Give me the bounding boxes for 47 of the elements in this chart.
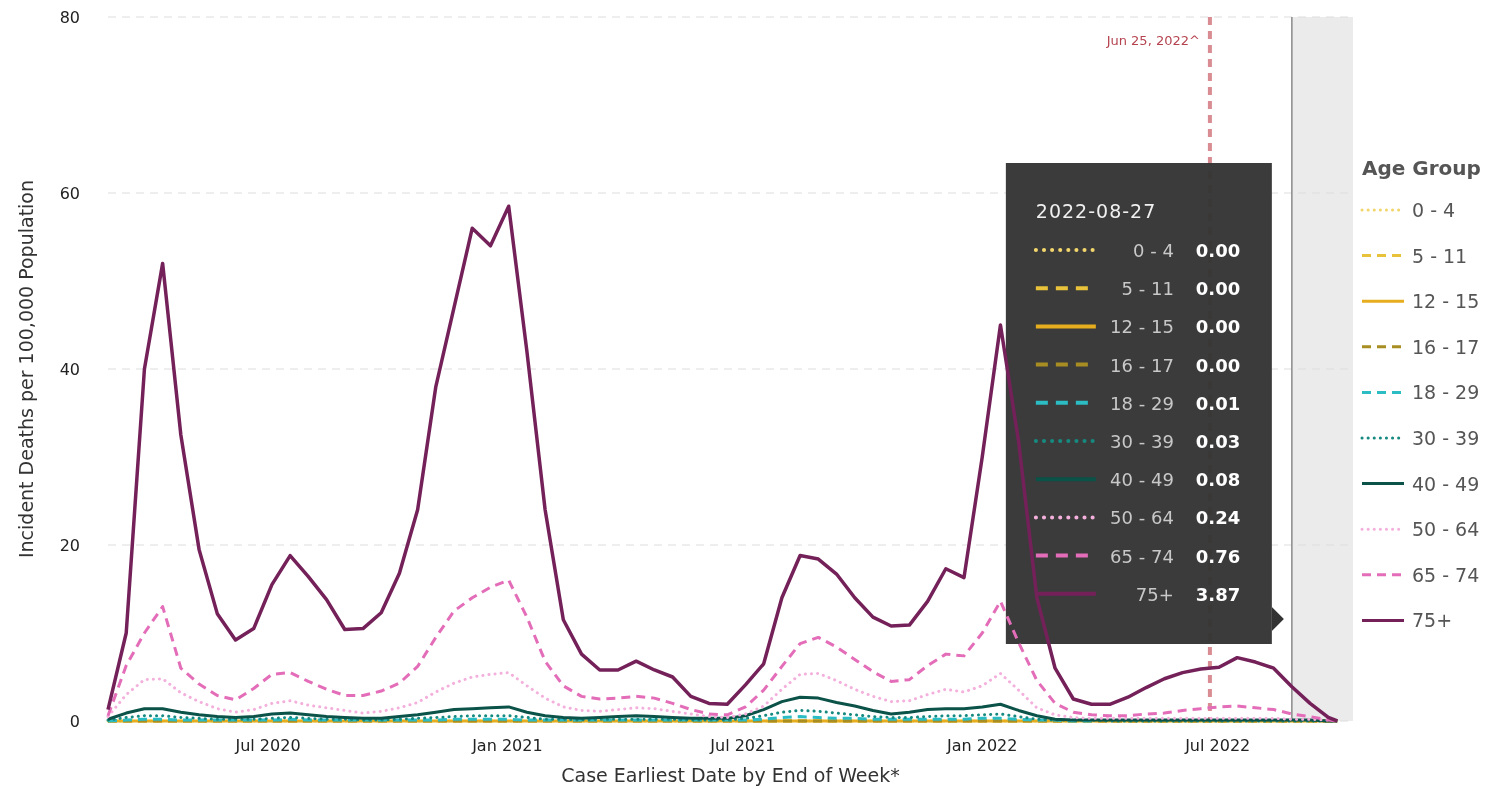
text: 30 - 39: [1412, 427, 1480, 449]
x-tick-label: Jul 2022: [1184, 736, 1251, 755]
text: 16 - 17: [1412, 335, 1480, 358]
y-tick-label: 60: [59, 184, 80, 203]
annotation: 0.00: [1195, 354, 1241, 376]
legend-label: 30 - 39: [1110, 431, 1174, 452]
annotation: 0.01: [1195, 392, 1241, 414]
text: 0 - 4: [1412, 199, 1456, 221]
legend-label: 40 - 49: [1110, 469, 1174, 491]
text: 75+: [1412, 609, 1453, 632]
text: 18 - 29: [1412, 381, 1480, 404]
y-tick-label: 0: [69, 712, 80, 731]
legend-label: 5 - 11: [1121, 278, 1174, 300]
x-tick-label: Jan 2021: [471, 736, 543, 755]
annotation: 0.00: [1195, 316, 1241, 338]
annotation: 0.00: [1195, 278, 1241, 300]
text: 40 - 49: [1412, 472, 1480, 495]
text: 65 - 74: [1412, 563, 1480, 586]
x-tick-label: Jan 2022: [946, 736, 1018, 755]
y-tick-label: 80: [59, 8, 80, 27]
annotation: 3.87: [1195, 583, 1241, 605]
legend-title: Age Group: [1362, 156, 1481, 180]
y-tick-label: 40: [59, 360, 80, 379]
annotation: 0.76: [1195, 545, 1241, 567]
legend-label: 75+: [1135, 583, 1174, 605]
legend-label: 16 - 17: [1110, 354, 1174, 376]
annotation: 0.08: [1195, 469, 1241, 491]
line-series: [106, 695, 1339, 723]
legend-label: 65 - 74: [1110, 545, 1174, 567]
ref-line-label: Jun 25, 2022^: [1105, 33, 1200, 48]
line-series: [106, 204, 1340, 723]
text: 50 - 64: [1412, 518, 1480, 541]
annotation: 0.03: [1195, 431, 1241, 452]
text: 5 - 11: [1412, 244, 1468, 267]
y-tick-label: 20: [59, 536, 80, 555]
legend-label: 0 - 4: [1133, 240, 1174, 261]
annotation: 0.24: [1195, 507, 1241, 529]
legend-label: 18 - 29: [1110, 392, 1174, 414]
text: 12 - 15: [1412, 290, 1480, 313]
legend-label: 12 - 15: [1110, 316, 1174, 338]
annotation: 0.00: [1195, 240, 1241, 261]
x-tick-label: Jul 2021: [709, 736, 776, 755]
y-axis-title: Incident Deaths per 100,000 Population: [15, 179, 37, 559]
legend-label: 50 - 64: [1110, 507, 1174, 529]
x-axis-title: Case Earliest Date by End of Week*: [561, 764, 900, 786]
x-tick-label: Jul 2020: [234, 736, 301, 755]
annotation: 2022-08-27: [1035, 200, 1157, 222]
